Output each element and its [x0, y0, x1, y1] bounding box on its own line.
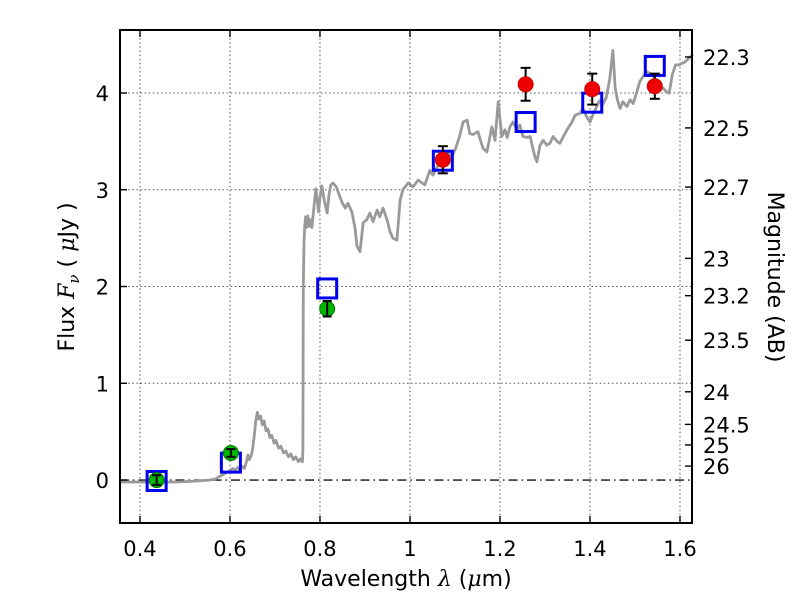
- y-tick-label-right: 22.7: [703, 176, 750, 200]
- red-circle-marker: [646, 78, 663, 95]
- x-axis-label: Wavelength λ (μm): [300, 567, 511, 592]
- x-tick-label: 0.4: [123, 537, 156, 561]
- y-axis-label-left: Flux Fν ( μJy ): [55, 202, 83, 351]
- x-tick-label: 0.6: [213, 537, 246, 561]
- y-tick-label-right: 25: [703, 434, 730, 458]
- red-circle-marker: [434, 151, 451, 168]
- square-marker: [514, 111, 537, 134]
- y-tick-label-right: 24.5: [703, 413, 750, 437]
- y-tick-label-right: 24: [703, 381, 730, 405]
- red-circle-marker: [517, 76, 534, 93]
- y-tick-label-right: 22.3: [703, 46, 750, 70]
- y-axis-label-right: Magnitude (AB): [762, 192, 787, 363]
- x-tick-label: 1: [403, 537, 416, 561]
- x-tick-label: 0.8: [303, 537, 336, 561]
- x-tick-label: 1.6: [663, 537, 696, 561]
- y-tick-label-right: 26: [703, 455, 730, 479]
- y-tick-label-left: 0: [96, 469, 109, 493]
- red-circle-marker: [584, 81, 601, 98]
- y-tick-label-right: 22.5: [703, 117, 750, 141]
- model-spectrum-line: [118, 49, 694, 484]
- y-tick-label-right: 23: [703, 247, 730, 271]
- x-tick-label: 1.4: [573, 537, 606, 561]
- axes-frame: [119, 29, 693, 524]
- square-marker: [145, 470, 168, 493]
- square-marker: [316, 277, 339, 300]
- y-tick-label-right: 23.5: [703, 329, 750, 353]
- y-tick-label-left: 3: [96, 179, 109, 203]
- y-tick-label-left: 1: [96, 372, 109, 396]
- y-tick-label-left: 4: [96, 82, 109, 106]
- y-tick-label-left: 2: [96, 276, 109, 300]
- y-tick-label-right: 23.2: [703, 285, 750, 309]
- plot-generated-content: 0.4 0.6 0.8 1 1.2 1.4 1.60123422.322.522.72323…: [96, 29, 750, 561]
- x-tick-label: 1.2: [483, 537, 516, 561]
